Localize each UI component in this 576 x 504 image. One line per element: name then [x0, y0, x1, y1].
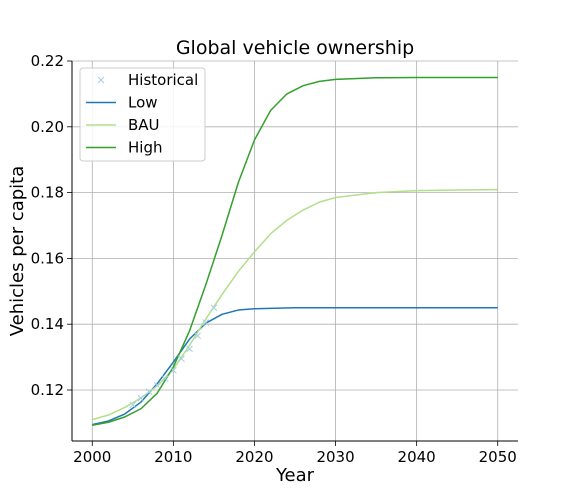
y-tick-label: 0.12 — [31, 381, 64, 399]
historical-point — [194, 332, 202, 340]
x-tick-label: 2050 — [479, 448, 517, 466]
legend: Historical Low BAU High — [79, 67, 206, 162]
y-tick-label: 0.20 — [31, 118, 64, 136]
x-axis-title: Year — [275, 465, 315, 486]
chart-title: Global vehicle ownership — [176, 37, 414, 59]
x-tick-label: 2010 — [154, 448, 192, 466]
historical-point — [129, 401, 137, 409]
historical-point — [153, 381, 161, 389]
y-tick-label: 0.18 — [31, 184, 64, 202]
x-tick-label: 2040 — [398, 448, 436, 466]
y-axis-title: Vehicles per capita — [7, 166, 28, 337]
x-tick-label: 2030 — [316, 448, 354, 466]
legend-label: Historical — [128, 71, 198, 89]
historical-point — [145, 388, 153, 396]
x-tick-label: 2000 — [73, 448, 111, 466]
legend-label: Low — [128, 94, 158, 112]
historical-point — [210, 304, 218, 312]
y-tick-label: 0.14 — [31, 315, 64, 333]
historical-point — [186, 345, 193, 353]
historical-point — [202, 319, 210, 326]
historical-point — [178, 355, 185, 363]
historical-point — [137, 394, 145, 402]
legend-label: BAU — [128, 116, 160, 134]
y-tick-label: 0.16 — [31, 249, 64, 267]
series-line-low — [92, 307, 498, 426]
legend-marker-historical — [97, 76, 105, 84]
series-layer — [92, 76, 498, 426]
y-tick-label: 0.22 — [31, 52, 64, 70]
legend-box — [79, 67, 206, 162]
historical-point — [170, 366, 177, 374]
legend-label: High — [128, 139, 162, 157]
ticks-layer: 2000 2010 2020 2030 2040 2050 0.12 0.14 0.16 0.18… — [31, 52, 517, 466]
series-line-high — [92, 76, 498, 426]
x-tick-label: 2020 — [235, 448, 273, 466]
axes-layer — [71, 61, 518, 442]
series-line-bau — [92, 188, 498, 421]
historical-point — [161, 375, 169, 382]
